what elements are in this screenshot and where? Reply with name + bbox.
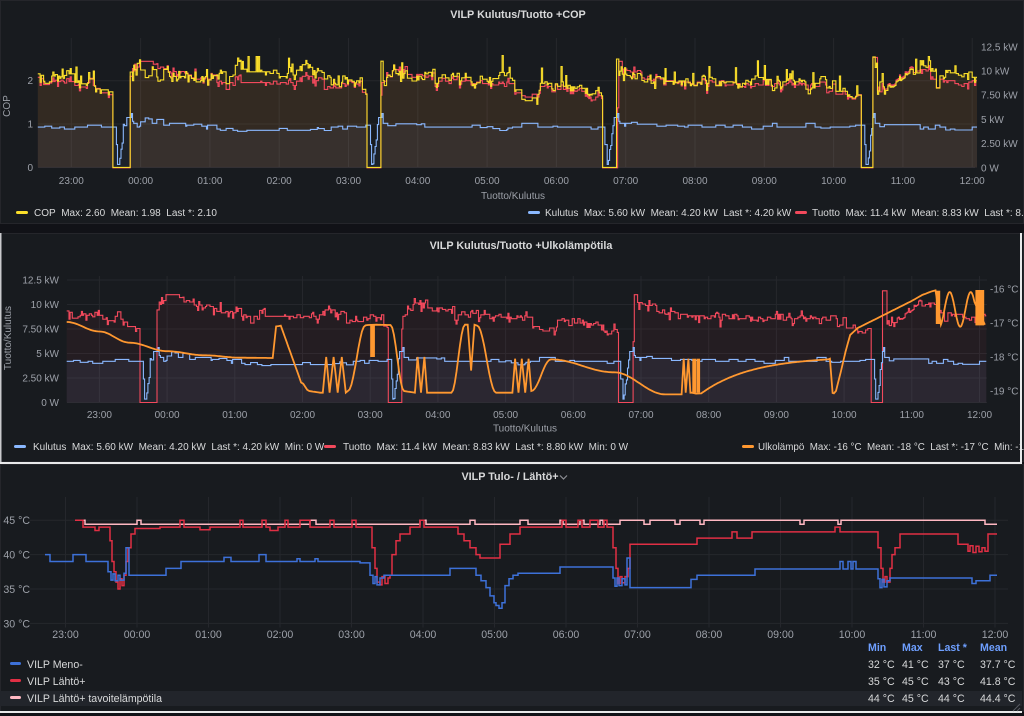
svg-text:10 kW: 10 kW: [981, 67, 1010, 78]
svg-text:Ulkolämpö Max: -16 °C Mean:: Ulkolämpö Max: -16 °C Mean: -18 °C Last …: [758, 442, 1024, 453]
svg-text:0 W: 0 W: [41, 398, 59, 409]
svg-text:04:00: 04:00: [410, 629, 437, 641]
svg-text:06:00: 06:00: [561, 410, 586, 421]
svg-text:-18 °C: -18 °C: [990, 353, 1018, 364]
svg-text:7.50 kW: 7.50 kW: [981, 91, 1018, 102]
svg-text:12.5 kW: 12.5 kW: [22, 276, 59, 287]
svg-text:09:00: 09:00: [767, 629, 794, 641]
svg-text:01:00: 01:00: [197, 176, 222, 187]
svg-text:Kulutus Max: 5.60 kW Mean: 4: Kulutus Max: 5.60 kW Mean: 4.20 kW Last …: [33, 442, 325, 453]
svg-text:09:00: 09:00: [764, 410, 789, 421]
svg-text:05:00: 05:00: [481, 629, 508, 641]
svg-text:12:00: 12:00: [967, 410, 992, 421]
svg-text:Max: Max: [902, 642, 923, 654]
svg-text:08:00: 08:00: [682, 176, 707, 187]
svg-text:30 °C: 30 °C: [3, 618, 30, 630]
svg-text:02:00: 02:00: [267, 176, 292, 187]
svg-text:03:00: 03:00: [338, 629, 365, 641]
svg-text:7.50 kW: 7.50 kW: [22, 325, 59, 336]
svg-text:VILP Tulo- / Lähtö+: VILP Tulo- / Lähtö+: [461, 471, 558, 483]
svg-text:07:00: 07:00: [628, 410, 653, 421]
svg-text:-19 °C: -19 °C: [990, 387, 1018, 398]
svg-text:08:00: 08:00: [696, 629, 723, 641]
svg-text:07:00: 07:00: [624, 629, 651, 641]
svg-text:41 °C: 41 °C: [902, 659, 929, 671]
svg-text:-16 °C: -16 °C: [990, 285, 1018, 296]
svg-text:23:00: 23:00: [59, 176, 84, 187]
svg-text:37.7 °C: 37.7 °C: [980, 659, 1016, 671]
svg-text:03:00: 03:00: [358, 410, 383, 421]
svg-text:40 °C: 40 °C: [3, 550, 30, 562]
svg-text:Tuotto/Kulutus: Tuotto/Kulutus: [493, 424, 557, 435]
svg-text:05:00: 05:00: [493, 410, 518, 421]
svg-text:Tuotto/Kulutus: Tuotto/Kulutus: [481, 191, 545, 202]
svg-text:VILP Kulutus/Tuotto +Ulkolämpö: VILP Kulutus/Tuotto +Ulkolämpötila: [430, 240, 614, 252]
svg-text:11:00: 11:00: [911, 629, 937, 641]
svg-text:5 kW: 5 kW: [981, 115, 1004, 126]
svg-text:COP: COP: [2, 95, 13, 117]
svg-text:0: 0: [27, 163, 33, 174]
svg-text:Last *: Last *: [938, 642, 968, 654]
svg-text:03:00: 03:00: [336, 176, 361, 187]
svg-text:02:00: 02:00: [267, 629, 294, 641]
svg-text:35 °C: 35 °C: [3, 584, 30, 596]
svg-text:01:00: 01:00: [195, 629, 222, 641]
svg-text:VILP Kulutus/Tuotto +COP: VILP Kulutus/Tuotto +COP: [450, 9, 585, 21]
svg-text:05:00: 05:00: [475, 176, 500, 187]
svg-text:12:00: 12:00: [982, 629, 1009, 641]
svg-text:11:00: 11:00: [891, 176, 916, 187]
svg-text:32 °C: 32 °C: [868, 659, 895, 671]
svg-text:00:00: 00:00: [124, 629, 151, 641]
svg-text:41.8 °C: 41.8 °C: [980, 676, 1016, 688]
svg-text:VILP Lähtö+ tavoitelämpötila: VILP Lähtö+ tavoitelämpötila: [27, 693, 162, 705]
svg-text:23:00: 23:00: [87, 410, 112, 421]
svg-text:COP Max: 2.60 Mean: 1.98 La: COP Max: 2.60 Mean: 1.98 Last *: 2.10: [34, 208, 217, 219]
svg-text:10:00: 10:00: [832, 410, 857, 421]
svg-text:35 °C: 35 °C: [868, 676, 895, 688]
svg-text:06:00: 06:00: [544, 176, 569, 187]
svg-text:Kulutus Max: 5.60 kW Mean: 4: Kulutus Max: 5.60 kW Mean: 4.20 kW Last …: [545, 208, 792, 219]
svg-text:10:00: 10:00: [821, 176, 846, 187]
svg-text:VILP Meno-: VILP Meno-: [27, 659, 83, 671]
svg-text:2: 2: [27, 76, 33, 87]
svg-text:0 W: 0 W: [981, 163, 999, 174]
svg-text:Mean: Mean: [980, 642, 1007, 654]
svg-text:Tuotto Max: 11.4 kW Mean: 8.: Tuotto Max: 11.4 kW Mean: 8.83 kW Last *…: [343, 442, 629, 453]
svg-text:VILP Lähtö+: VILP Lähtö+: [27, 676, 85, 688]
svg-text:07:00: 07:00: [613, 176, 638, 187]
svg-text:1: 1: [27, 120, 33, 131]
svg-text:12:00: 12:00: [960, 176, 985, 187]
svg-text:23:00: 23:00: [52, 629, 79, 641]
svg-text:08:00: 08:00: [696, 410, 721, 421]
svg-text:06:00: 06:00: [553, 629, 580, 641]
svg-text:02:00: 02:00: [290, 410, 315, 421]
svg-text:00:00: 00:00: [155, 410, 180, 421]
svg-text:37 °C: 37 °C: [938, 659, 965, 671]
svg-text:00:00: 00:00: [128, 176, 153, 187]
svg-text:12.5 kW: 12.5 kW: [981, 42, 1018, 53]
svg-text:04:00: 04:00: [425, 410, 450, 421]
svg-text:11:00: 11:00: [900, 410, 925, 421]
svg-text:44.4 °C: 44.4 °C: [980, 693, 1016, 705]
svg-text:Tuotto Max: 11.4 kW Mean: 8.: Tuotto Max: 11.4 kW Mean: 8.83 kW Last *…: [812, 208, 1024, 219]
svg-text:5 kW: 5 kW: [36, 349, 59, 360]
svg-text:Min: Min: [868, 642, 886, 654]
svg-text:10 kW: 10 kW: [31, 300, 60, 311]
svg-text:2.50 kW: 2.50 kW: [22, 374, 59, 385]
svg-text:2.50 kW: 2.50 kW: [981, 139, 1018, 150]
svg-text:04:00: 04:00: [405, 176, 430, 187]
svg-text:09:00: 09:00: [752, 176, 777, 187]
svg-text:10:00: 10:00: [839, 629, 866, 641]
svg-text:44 °C: 44 °C: [868, 693, 895, 705]
svg-text:Tuotto/Kulutus: Tuotto/Kulutus: [3, 306, 14, 370]
svg-text:45 °C: 45 °C: [3, 515, 30, 527]
svg-text:01:00: 01:00: [222, 410, 247, 421]
svg-text:45 °C: 45 °C: [902, 676, 929, 688]
svg-text:45 °C: 45 °C: [902, 693, 929, 705]
svg-text:43 °C: 43 °C: [938, 676, 965, 688]
svg-text:-17 °C: -17 °C: [990, 319, 1018, 330]
svg-text:44 °C: 44 °C: [938, 693, 965, 705]
